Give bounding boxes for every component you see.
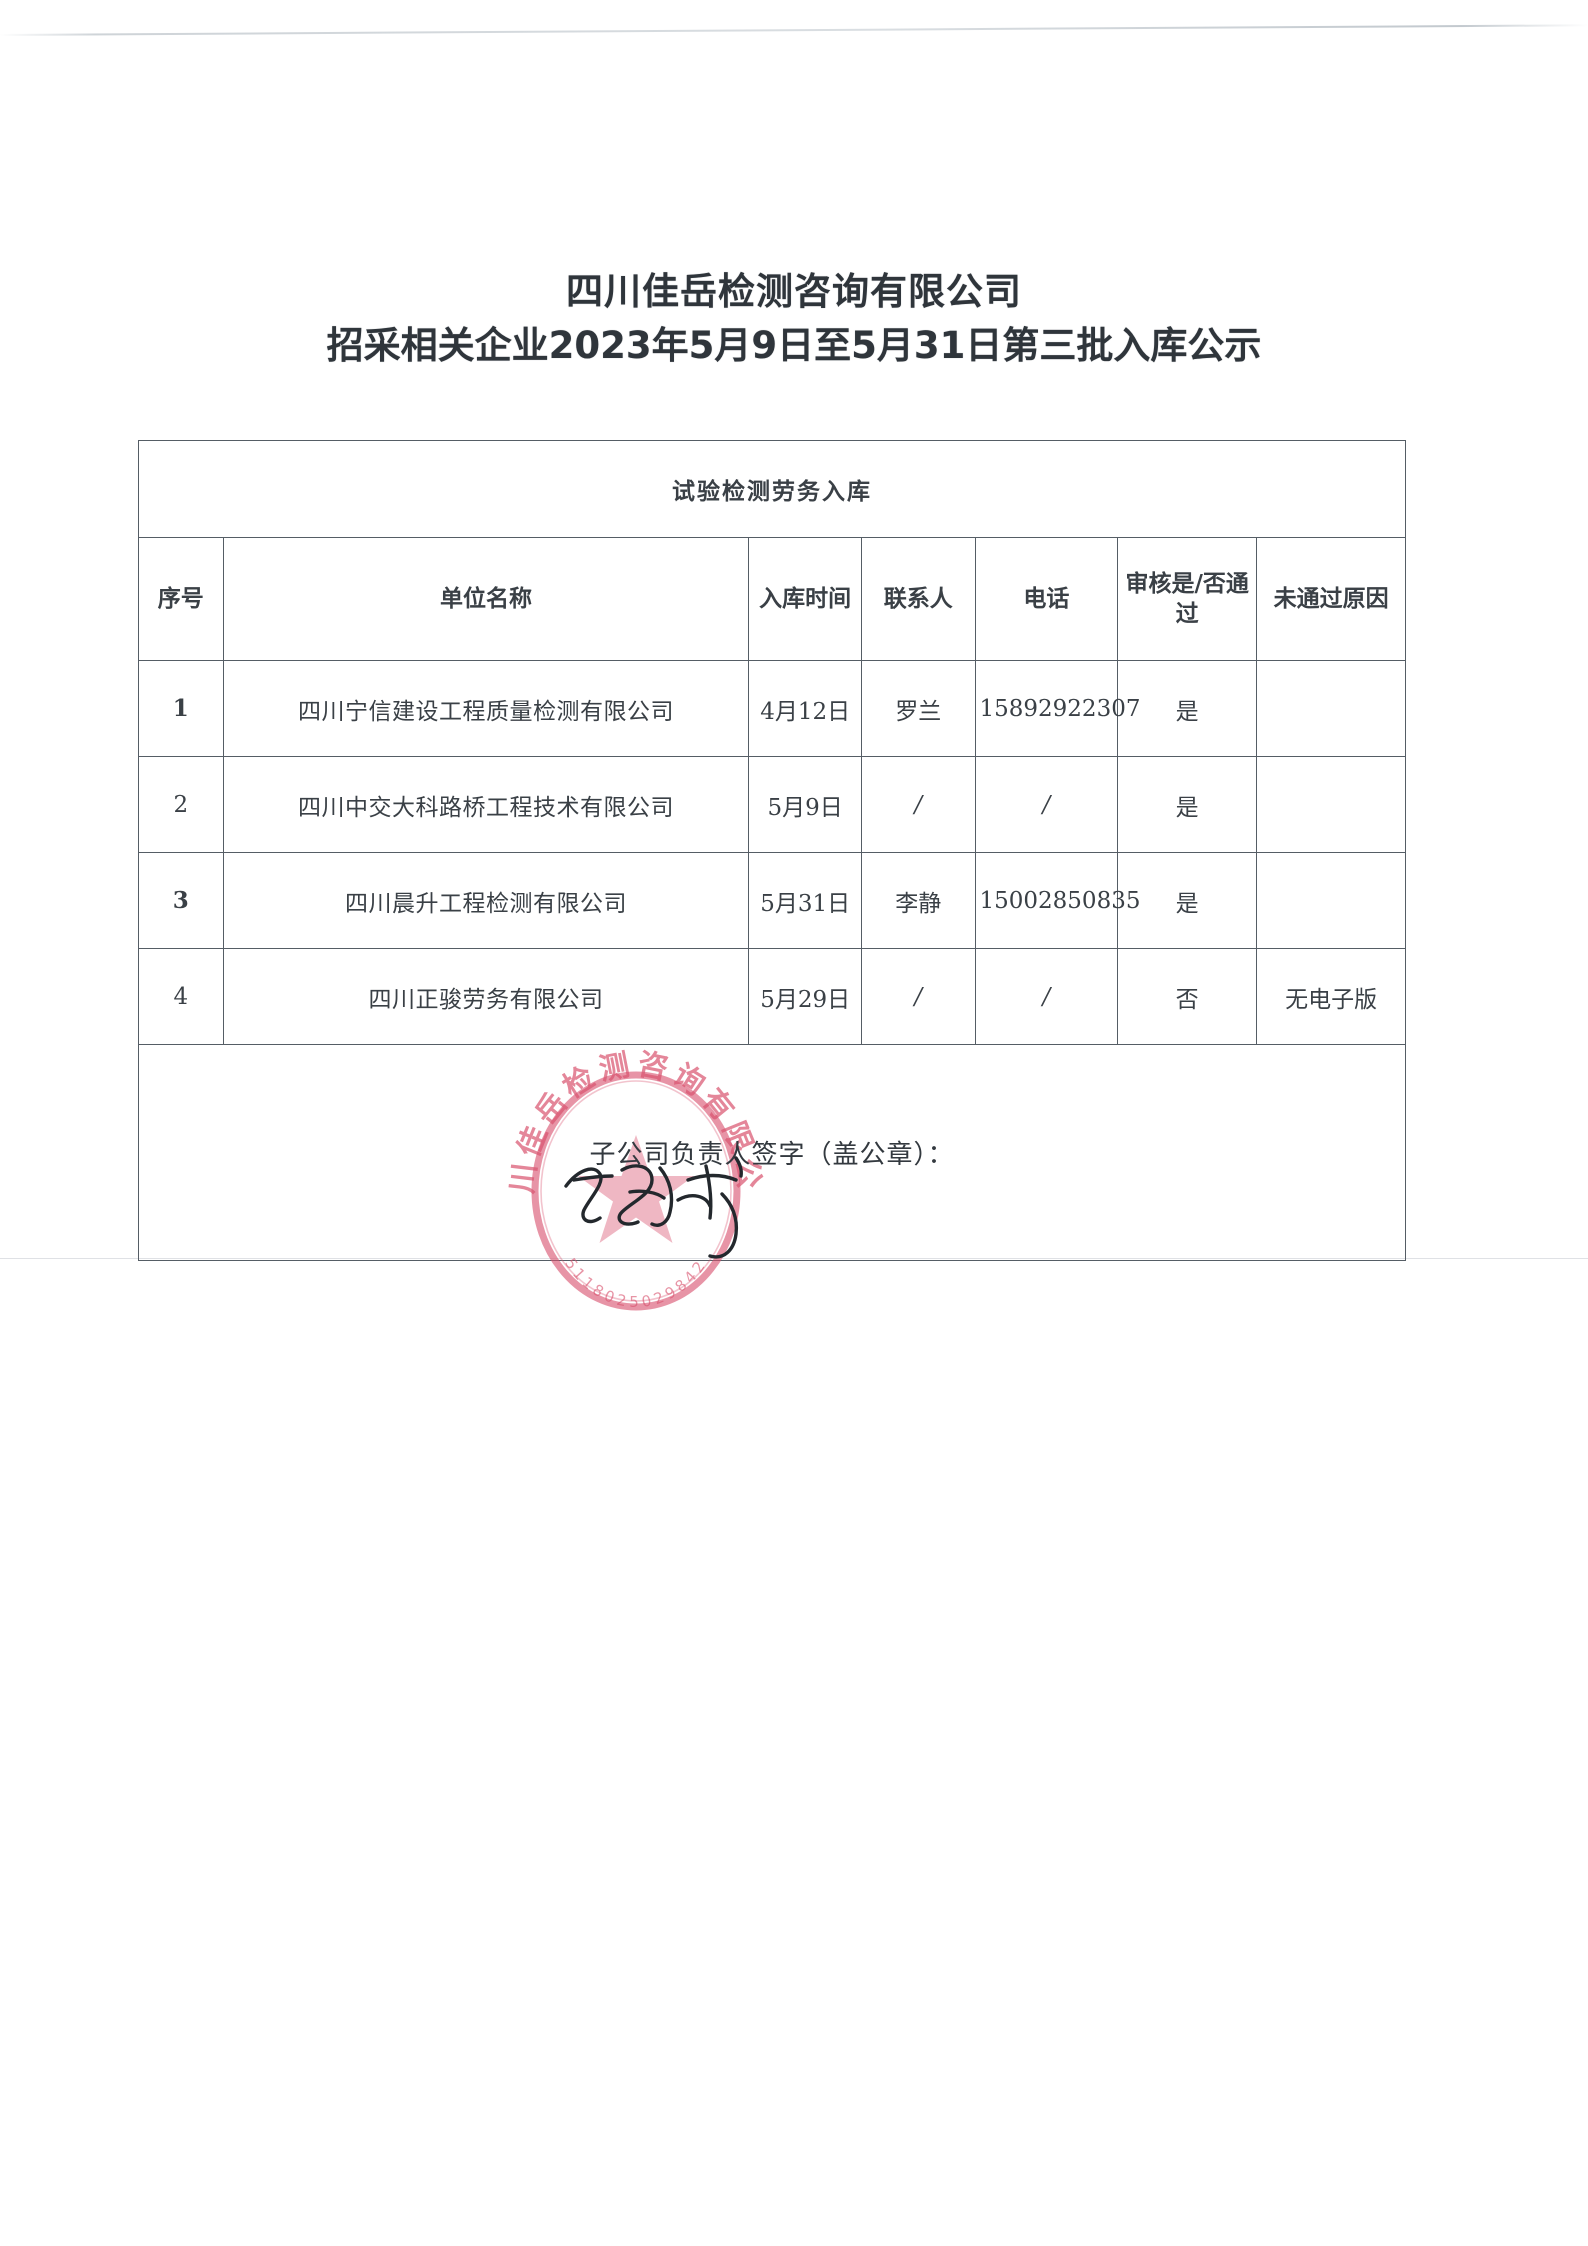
- cell-company: 四川中交大科路桥工程技术有限公司: [222, 756, 750, 853]
- cell-date: 4月12日: [748, 660, 862, 757]
- table-row: 4 四川正骏劳务有限公司 5月29日 / / 否 无电子版: [138, 948, 1406, 1045]
- cell-approved: 是: [1117, 852, 1258, 949]
- cell-reason: [1256, 852, 1406, 949]
- signature-label: 子公司负责人签字（盖公章）：: [589, 1140, 955, 1170]
- document-title-block: 四川佳岳检测咨询有限公司 招采相关企业2023年5月9日至5月31日第三批入库公…: [0, 266, 1588, 374]
- cell-company: 四川宁信建设工程质量检测有限公司: [222, 660, 750, 757]
- cell-reason: [1256, 660, 1406, 757]
- cell-approved: 是: [1117, 660, 1258, 757]
- column-header-contact: 联系人: [860, 537, 976, 661]
- scan-artifact-line-top: [0, 24, 1588, 36]
- column-header-company: 单位名称: [222, 537, 750, 661]
- section-title: 试验检测劳务入库: [138, 440, 1406, 538]
- cell-date: 5月9日: [748, 756, 862, 853]
- cell-approved: 是: [1117, 756, 1258, 853]
- cell-approved: 否: [1117, 948, 1258, 1045]
- cell-phone: 15892922307: [974, 660, 1140, 757]
- cell-index: 3: [138, 852, 224, 949]
- table-footer-row: 子公司负责人签字（盖公章）：: [138, 1044, 1406, 1261]
- cell-index: 2: [138, 756, 224, 853]
- cell-company: 四川晨升工程检测有限公司: [222, 852, 750, 949]
- cell-phone: /: [974, 948, 1119, 1045]
- cell-date: 5月29日: [748, 948, 862, 1045]
- cell-contact: 罗兰: [860, 660, 976, 757]
- cell-date: 5月31日: [748, 852, 862, 949]
- cell-company: 四川正骏劳务有限公司: [222, 948, 750, 1045]
- table-row: 1 四川宁信建设工程质量检测有限公司 4月12日 罗兰 15892922307 …: [138, 660, 1406, 757]
- cell-contact: 李静: [860, 852, 976, 949]
- table-section-title-row: 试验检测劳务入库: [138, 440, 1406, 538]
- cell-contact: /: [860, 756, 976, 853]
- cell-reason: 无电子版: [1256, 948, 1406, 1045]
- cell-index: 1: [138, 660, 224, 757]
- cell-index: 4: [138, 948, 224, 1045]
- table-row: 3 四川晨升工程检测有限公司 5月31日 李静 15002850835 是: [138, 852, 1406, 949]
- column-header-reason: 未通过原因: [1256, 537, 1406, 661]
- signature-cell: 子公司负责人签字（盖公章）：: [138, 1044, 1406, 1261]
- cell-contact: /: [860, 948, 976, 1045]
- cell-phone: /: [974, 756, 1119, 853]
- column-header-approved: 审核是/否通过: [1117, 537, 1258, 661]
- page-title-line-1: 四川佳岳检测咨询有限公司: [566, 270, 1022, 313]
- column-header-index: 序号: [138, 537, 224, 661]
- table-row: 2 四川中交大科路桥工程技术有限公司 5月9日 / / 是: [138, 756, 1406, 853]
- column-header-date: 入库时间: [748, 537, 862, 661]
- page-title-line-2: 招采相关企业2023年5月9日至5月31日第三批入库公示: [326, 324, 1262, 367]
- publication-table: 试验检测劳务入库 序号 单位名称 入库时间 联系人 电话 审核是/否通过 未通过…: [138, 440, 1406, 1261]
- cell-reason: [1256, 756, 1406, 853]
- table-header-row: 序号 单位名称 入库时间 联系人 电话 审核是/否通过 未通过原因: [138, 537, 1406, 661]
- publication-table-wrapper: 试验检测劳务入库 序号 单位名称 入库时间 联系人 电话 审核是/否通过 未通过…: [138, 440, 1406, 1261]
- svg-text:5118025029842: 5118025029842: [561, 1255, 711, 1311]
- cell-phone: 15002850835: [974, 852, 1140, 949]
- column-header-phone: 电话: [974, 537, 1119, 661]
